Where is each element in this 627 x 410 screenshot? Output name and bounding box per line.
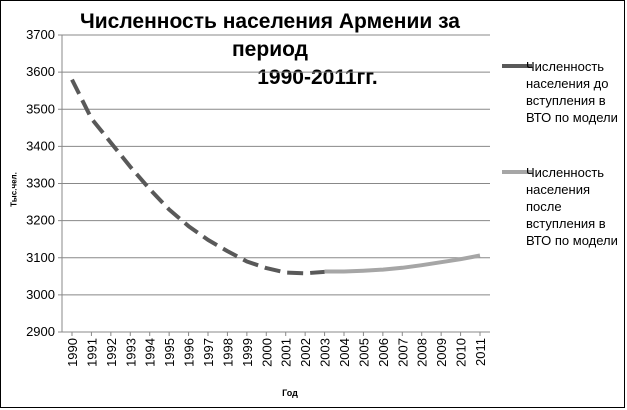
x-tick-label: 2007 [395,338,410,367]
chart-title-line1: Численность населения Армении за период [80,10,460,61]
y-tick-label: 3700 [26,27,55,42]
x-tick-label: 2002 [298,338,313,367]
x-tick-label: 2004 [337,338,352,367]
series-line-before-wto [70,78,325,276]
x-tick-label: 1995 [162,338,177,367]
x-tick-label: 2009 [434,338,449,367]
x-tick-label: 2005 [356,338,371,367]
x-tick-label: 2001 [279,338,294,367]
legend-label-before-wto: Численность населения до вступления в ВТ… [526,59,618,125]
legend-swatch-light [502,170,532,174]
y-tick-label: 3500 [26,101,55,116]
series-line-after-wto [324,253,481,274]
x-tick-label: 2003 [318,338,333,367]
y-tick-label: 3600 [26,64,55,79]
x-tick-label: 1994 [143,338,158,367]
x-tick-label: 1990 [65,338,80,367]
x-tick-label: 2010 [454,338,469,367]
x-tick-label: 1991 [84,338,99,367]
x-tick-label: 2008 [415,338,430,367]
y-tick-label: 2900 [26,324,55,339]
y-tick-label: 3400 [26,138,55,153]
x-tick-label: 2000 [259,338,274,367]
x-tick-label: 1996 [182,338,197,367]
x-tick-label: 1992 [104,338,119,367]
x-tick-label: 2006 [376,338,391,367]
x-tick-label: 2011 [473,338,488,366]
y-tick-label: 3300 [26,176,55,191]
x-axis-label: Год [282,388,298,398]
y-tick-label: 3100 [26,250,55,265]
x-tick-label: 1997 [201,338,216,367]
y-tick-label: 3000 [26,287,55,302]
y-tick-label: 3200 [26,213,55,228]
legend-swatch-dark [502,64,532,68]
y-axis-label: Тыс.чел. [9,172,19,207]
legend-label-after-wto: Численность населения после вступления в… [526,165,618,248]
x-tick-label: 1998 [220,338,235,367]
x-tick-label: 1993 [123,338,138,367]
x-tick-label: 1999 [240,338,255,367]
